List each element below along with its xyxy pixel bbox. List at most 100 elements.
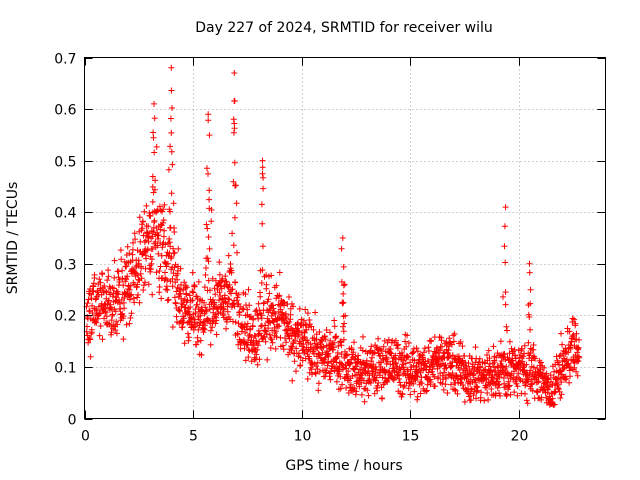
- data-point: [127, 292, 134, 299]
- data-point: [438, 337, 445, 344]
- data-point: [403, 343, 410, 350]
- data-point: [374, 382, 381, 389]
- data-point: [145, 223, 152, 230]
- data-point: [341, 320, 348, 327]
- data-point: [358, 372, 365, 379]
- data-point: [249, 322, 256, 329]
- data-point: [151, 115, 158, 122]
- data-point: [205, 170, 211, 177]
- data-point: [97, 323, 104, 329]
- data-point: [534, 379, 541, 386]
- data-point: [327, 376, 334, 383]
- data-point: [558, 371, 565, 378]
- data-point: [502, 204, 509, 211]
- data-point: [417, 390, 424, 397]
- data-point: [289, 343, 296, 350]
- data-point: [538, 359, 544, 366]
- data-point: [566, 367, 573, 374]
- data-point: [279, 342, 286, 349]
- data-point: [449, 370, 456, 377]
- data-point: [395, 341, 402, 348]
- data-point: [162, 275, 169, 282]
- data-point: [411, 388, 418, 395]
- data-point: [86, 335, 93, 342]
- data-point: [465, 360, 472, 367]
- data-point: [130, 239, 137, 246]
- data-point: [156, 289, 163, 296]
- data-point: [216, 259, 223, 266]
- data-point: [541, 364, 548, 371]
- data-point: [140, 218, 146, 225]
- data-point: [149, 291, 156, 298]
- data-point: [337, 373, 344, 380]
- data-point: [162, 241, 169, 248]
- data-point: [145, 238, 152, 245]
- data-point: [338, 342, 345, 349]
- data-point: [491, 359, 498, 366]
- data-point: [477, 394, 484, 401]
- data-point: [413, 345, 420, 352]
- data-point: [135, 276, 142, 283]
- data-point: [286, 294, 292, 300]
- data-point: [255, 327, 262, 334]
- data-point: [168, 190, 175, 197]
- data-point: [112, 327, 119, 333]
- data-point: [402, 360, 409, 367]
- data-point: [193, 293, 200, 300]
- data-point: [557, 375, 564, 382]
- data-point: [156, 284, 163, 290]
- data-point: [320, 343, 327, 350]
- data-point: [202, 308, 209, 315]
- data-point: [459, 343, 466, 350]
- data-point: [436, 363, 443, 370]
- data-point: [526, 314, 533, 320]
- data-point: [205, 111, 212, 118]
- data-point: [256, 356, 263, 363]
- data-point: [571, 316, 578, 323]
- data-point: [330, 346, 337, 353]
- data-point: [210, 296, 216, 303]
- data-point: [512, 355, 519, 362]
- data-point: [388, 350, 395, 357]
- y-tick-label: 0.5: [54, 155, 76, 171]
- data-point: [468, 397, 474, 403]
- data-point: [403, 379, 410, 386]
- data-point: [115, 268, 122, 275]
- data-point: [414, 393, 421, 400]
- data-point: [423, 388, 429, 395]
- data-point: [171, 229, 178, 235]
- data-point: [353, 388, 360, 395]
- data-point: [115, 274, 122, 281]
- data-point: [230, 129, 237, 136]
- data-point: [225, 295, 232, 302]
- data-point: [483, 383, 490, 390]
- data-point: [182, 282, 189, 289]
- data-point: [304, 310, 311, 317]
- data-point: [143, 202, 150, 209]
- data-point: [165, 296, 172, 303]
- data-point: [124, 273, 131, 280]
- data-point: [379, 395, 386, 402]
- data-point: [463, 364, 470, 370]
- data-point: [486, 363, 492, 370]
- data-point: [405, 385, 412, 392]
- data-point: [520, 353, 527, 360]
- data-point: [396, 379, 403, 386]
- data-point: [448, 341, 455, 348]
- data-point: [364, 387, 371, 394]
- data-point: [443, 375, 449, 382]
- data-point: [250, 316, 257, 323]
- data-point: [117, 247, 124, 254]
- data-point: [340, 263, 347, 270]
- data-point: [576, 354, 583, 361]
- data-point: [126, 250, 133, 257]
- data-point: [310, 326, 317, 333]
- data-point: [500, 293, 506, 300]
- data-point: [444, 390, 451, 396]
- data-point: [233, 200, 240, 207]
- data-point: [228, 269, 235, 276]
- data-point: [265, 296, 272, 303]
- data-point: [205, 317, 212, 324]
- data-point: [473, 395, 479, 402]
- data-point: [149, 245, 156, 252]
